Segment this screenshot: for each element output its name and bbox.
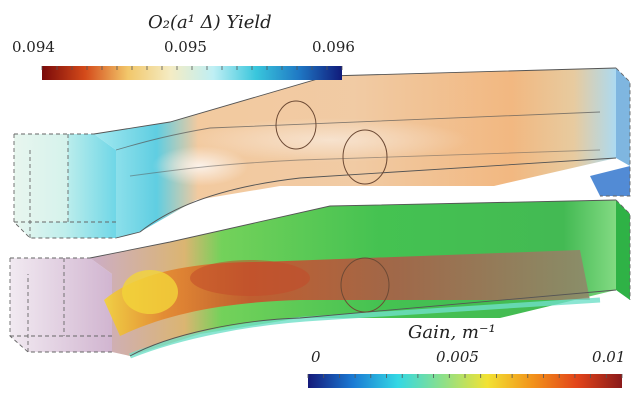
gain-tick-mid: 0.005 — [436, 348, 479, 366]
yield-tick-min: 0.094 — [12, 38, 55, 56]
gain-tick-min: 0 — [311, 348, 321, 366]
gain-duct — [9, 199, 631, 359]
gain-tick-max: 0.01 — [592, 348, 626, 366]
yield-tick-mid: 0.095 — [164, 38, 207, 56]
yield-tick-max: 0.096 — [312, 38, 355, 56]
gain-colorbar-title: Gain, m⁻¹ — [408, 322, 496, 343]
yield-colorbar — [41, 66, 343, 80]
gain-colorbar — [307, 374, 623, 388]
yield-duct — [13, 67, 631, 239]
yield-colorbar-title: O₂(a¹ Δ) Yield — [148, 12, 272, 33]
